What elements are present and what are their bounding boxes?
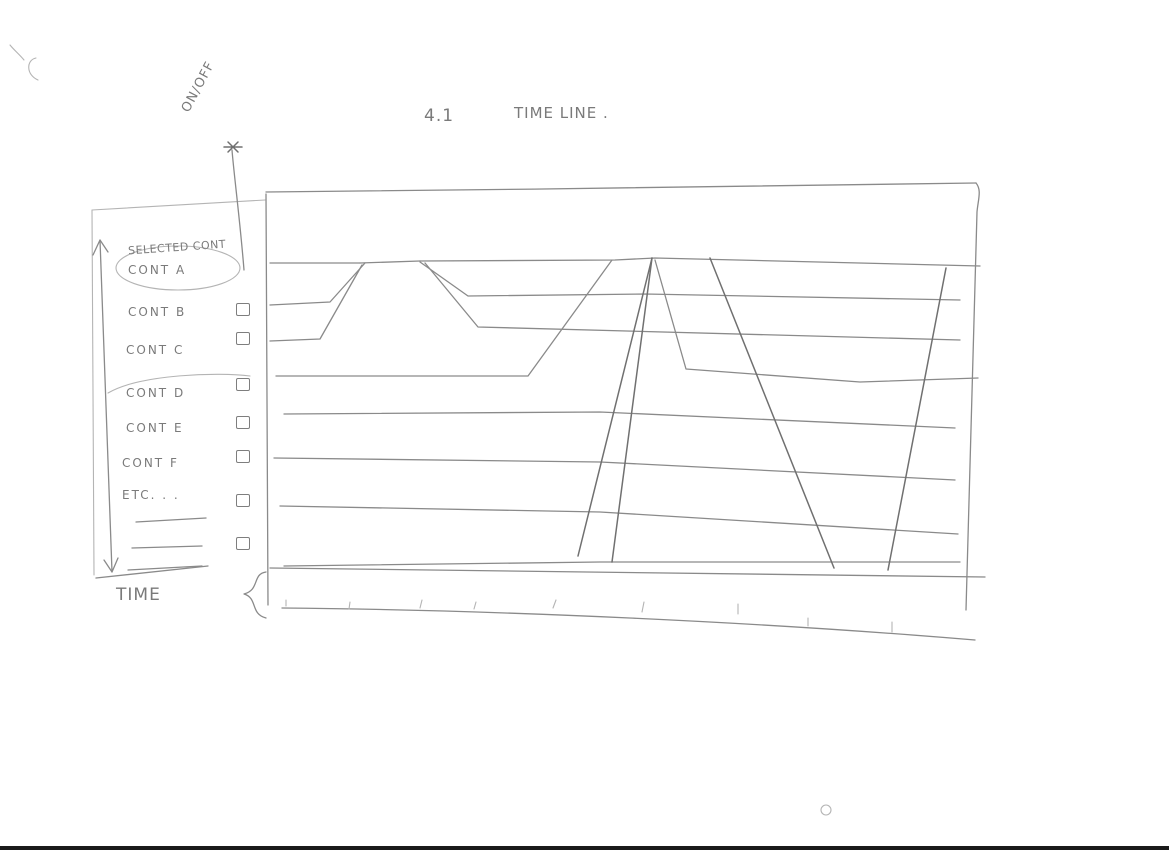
row-line-etc bbox=[279, 505, 959, 535]
blank-row-line-3 bbox=[127, 565, 203, 571]
row-line-a-rise bbox=[359, 260, 421, 264]
row-line-bottom bbox=[283, 561, 961, 567]
row-line-c-drop bbox=[424, 262, 961, 341]
chart-frame-top bbox=[265, 182, 977, 193]
corner-scribble bbox=[9, 44, 39, 81]
row-line-c bbox=[269, 264, 363, 342]
arrow-head-top bbox=[92, 239, 109, 256]
toggle-checkbox-cont-f[interactable] bbox=[236, 450, 250, 463]
row-label-cont-a[interactable]: CONT A bbox=[128, 263, 187, 277]
toggle-checkbox-cont-e[interactable] bbox=[236, 416, 250, 429]
toggle-checkbox-cont-b[interactable] bbox=[236, 303, 250, 316]
axis-tick bbox=[419, 599, 423, 609]
list-panel-top bbox=[91, 199, 266, 211]
on-off-star bbox=[223, 141, 243, 153]
paper-smudge bbox=[820, 804, 832, 816]
arrow-head-bottom bbox=[103, 557, 119, 573]
selected-highlight bbox=[115, 245, 241, 291]
heading-number: 4.1 bbox=[424, 106, 455, 126]
axis-tick bbox=[348, 601, 351, 610]
row-line-b-drop bbox=[419, 261, 961, 301]
row-label-cont-c[interactable]: CONT C bbox=[126, 343, 185, 357]
blank-row-line-2 bbox=[131, 545, 203, 549]
axis-baseline bbox=[281, 607, 976, 641]
list-divider bbox=[107, 373, 251, 394]
chart-frame-bottom bbox=[269, 567, 986, 578]
axis-tick bbox=[552, 599, 557, 609]
list-panel-left bbox=[91, 209, 95, 576]
toggle-checkbox-cont-c[interactable] bbox=[236, 332, 250, 345]
toggle-checkbox-etc[interactable] bbox=[236, 494, 250, 507]
page-edge-rule bbox=[0, 846, 1169, 850]
cross-line-1 bbox=[577, 257, 653, 557]
toggle-checkbox-cont-d[interactable] bbox=[236, 378, 250, 391]
row-label-cont-f[interactable]: CONT F bbox=[122, 456, 179, 470]
vertical-arrow bbox=[99, 239, 113, 573]
row-label-cont-d[interactable]: CONT D bbox=[126, 386, 186, 400]
axis-tick bbox=[473, 601, 477, 610]
row-line-d bbox=[275, 259, 613, 377]
row-label-cont-b[interactable]: CONT B bbox=[128, 305, 187, 319]
row-line-d-right bbox=[654, 259, 979, 383]
row-line-f bbox=[273, 457, 956, 481]
row-line-b bbox=[269, 262, 366, 306]
row-label-cont-e[interactable]: CONT E bbox=[126, 421, 184, 435]
row-line-e bbox=[283, 411, 956, 429]
cross-line-4 bbox=[887, 267, 947, 571]
row-line-a-mid bbox=[419, 257, 981, 267]
chart-frame-left bbox=[265, 193, 269, 606]
blank-row-line-1 bbox=[135, 517, 207, 523]
time-baseline bbox=[95, 565, 209, 579]
axis-tick bbox=[641, 601, 645, 613]
time-brace bbox=[243, 571, 267, 619]
chart-frame-right bbox=[965, 182, 980, 611]
heading-title: TIME LINE . bbox=[514, 104, 609, 122]
row-label-etc: ETC. . . bbox=[122, 488, 180, 502]
toggle-checkbox-blank[interactable] bbox=[236, 537, 250, 550]
time-axis-label: TIME bbox=[116, 585, 161, 605]
cross-line-3 bbox=[709, 257, 835, 569]
on-off-leader bbox=[231, 149, 245, 271]
cross-line-2 bbox=[611, 257, 653, 563]
